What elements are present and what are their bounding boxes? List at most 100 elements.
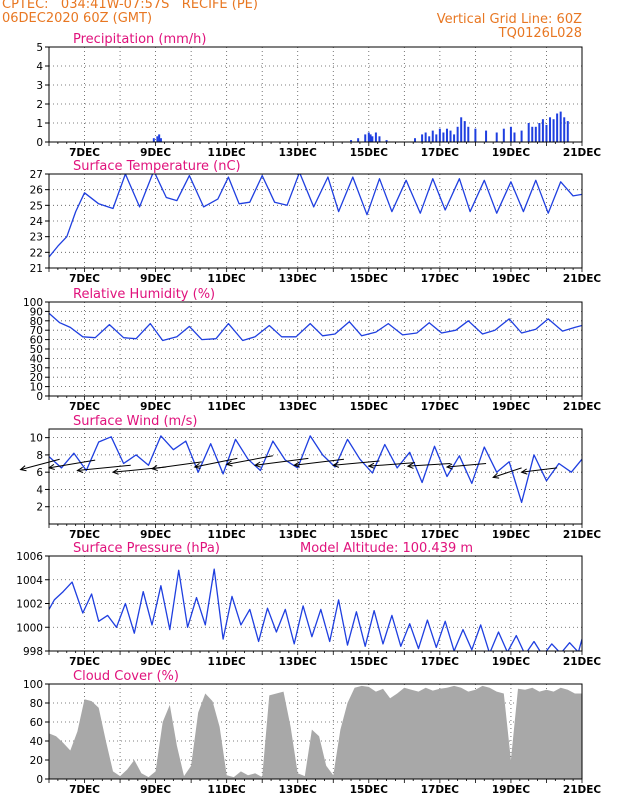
wind-arrow	[493, 467, 522, 478]
precip-xtick-label: 7DEC	[69, 147, 100, 159]
pres-title: Surface Pressure (hPa)	[73, 541, 220, 556]
cloud-ytick-label: 20	[30, 755, 43, 767]
precip-bar	[513, 132, 516, 142]
precip-bar	[158, 134, 161, 142]
precip-bar	[449, 130, 452, 142]
temp-xtick-label: 13DEC	[279, 273, 318, 285]
precip-bar	[453, 134, 456, 142]
precip-bar	[156, 136, 159, 142]
wind-arrow-head	[19, 465, 27, 472]
rh-ytick-label: 40	[30, 353, 43, 365]
rh-xtick-label: 7DEC	[69, 401, 100, 413]
wind-xtick-label: 21DEC	[563, 529, 602, 541]
cloud-area	[49, 685, 582, 779]
precip-bar	[485, 130, 488, 142]
cloud-xtick-label: 19DEC	[492, 784, 531, 796]
precip-bar	[566, 121, 569, 142]
pres-xtick-label: 7DEC	[69, 656, 100, 668]
precip-xtick-label: 11DEC	[208, 147, 247, 159]
cloud-ytick-label: 40	[30, 736, 43, 748]
pres-ytick-label: 1002	[16, 599, 43, 611]
cloud-ytick-label: 100	[23, 679, 43, 691]
wind-panel: 2 4 6 8 10 7DEC 9DEC 11DEC 13DEC 15DEC 17DEC 19DEC 2…	[19, 414, 602, 541]
precip-ytick-label: 0	[36, 137, 43, 149]
precip-bar	[350, 140, 353, 142]
temp-series-line	[49, 174, 582, 258]
temp-xtick-label: 15DEC	[350, 273, 389, 285]
pres-xtick-label: 15DEC	[350, 656, 389, 668]
temp-xtick-label: 19DEC	[492, 273, 531, 285]
precip-bar	[467, 126, 470, 142]
wind-arrow-head	[150, 464, 158, 472]
precip-ytick-label: 3	[36, 80, 43, 92]
rh-xtick-label: 19DEC	[492, 401, 531, 413]
cloud-title: Cloud Cover (%)	[73, 669, 179, 684]
wind-arrow	[521, 467, 558, 473]
temp-ytick-label: 27	[30, 169, 43, 181]
pres-ytick-label: 1006	[16, 551, 43, 563]
temp-panel: 21 22 23 24 25 26 27 7DEC 9DEC 11DEC 13DEC 15DEC 17D…	[30, 159, 602, 285]
precip-bar	[549, 117, 552, 142]
wind-ytick-label: 10	[30, 433, 43, 445]
pres-ytick-label: 1000	[16, 622, 43, 634]
precip-xtick-label: 15DEC	[350, 147, 389, 159]
pres-xtick-label: 11DEC	[208, 656, 247, 668]
cloud-xtick-label: 13DEC	[279, 784, 318, 796]
precip-bar	[413, 138, 416, 142]
precip-bar	[502, 128, 505, 142]
wind-xtick-label: 9DEC	[140, 529, 171, 541]
precip-bar	[367, 132, 370, 142]
precip-xtick-label: 19DEC	[492, 147, 531, 159]
temp-xtick-label: 21DEC	[563, 273, 602, 285]
wind-arrow	[226, 455, 273, 465]
precip-bar	[374, 132, 377, 142]
precip-bar	[520, 130, 523, 142]
rh-ytick-label: 90	[30, 306, 43, 318]
precip-bar	[456, 126, 459, 142]
rh-xtick-label: 17DEC	[421, 401, 460, 413]
temp-ytick-label: 24	[30, 216, 44, 228]
temp-ytick-label: 21	[30, 263, 43, 275]
rh-ytick-label: 30	[30, 363, 43, 375]
cloud-ytick-label: 60	[30, 717, 43, 729]
pres-xtick-label: 9DEC	[140, 656, 171, 668]
temp-xtick-label: 17DEC	[421, 273, 460, 285]
wind-arrow-head	[193, 462, 201, 469]
precip-bar	[559, 111, 562, 142]
rh-title: Relative Humidity (%)	[73, 287, 215, 302]
precip-bar	[460, 117, 463, 142]
wind-arrow-head	[111, 468, 119, 475]
wind-arrow-head	[445, 463, 453, 470]
wind-arrow	[407, 463, 451, 467]
rh-series-line	[49, 312, 582, 342]
precip-ytick-label: 2	[36, 99, 43, 111]
precip-bar	[495, 132, 498, 142]
rh-xtick-label: 13DEC	[279, 401, 318, 413]
temp-ytick-label: 22	[30, 247, 43, 259]
temp-xtick-label: 7DEC	[69, 273, 100, 285]
pres-panel: 998 1000 1002 1004 1006 7DEC 9DEC 11DEC 13DEC 15D…	[16, 541, 601, 668]
precip-bar	[527, 123, 530, 142]
pres-xtick-label: 21DEC	[563, 656, 602, 668]
cloud-xtick-label: 21DEC	[563, 784, 602, 796]
cloud-ytick-label: 80	[30, 698, 43, 710]
wind-ytick-label: 4	[36, 484, 43, 496]
precip-bar	[421, 134, 424, 142]
cloud-xtick-label: 7DEC	[69, 784, 100, 796]
pres-ytick-label: 1004	[16, 575, 43, 587]
rh-ytick-label: 20	[30, 372, 43, 384]
precip-bar	[531, 126, 534, 142]
wind-arrow-head	[225, 460, 233, 467]
rh-ytick-label: 80	[30, 316, 43, 328]
temp-ytick-label: 25	[30, 200, 43, 212]
precip-bar	[463, 121, 466, 142]
precip-bar	[442, 132, 445, 142]
wind-arrow-head	[492, 472, 500, 479]
precip-bar	[378, 136, 381, 142]
cloud-xtick-label: 15DEC	[350, 784, 389, 796]
precip-bar	[509, 126, 512, 142]
temp-xtick-label: 11DEC	[208, 273, 247, 285]
temp-title: Surface Temperature (nC)	[73, 159, 241, 174]
wind-title: Surface Wind (m/s)	[73, 414, 197, 429]
precip-panel: 0 1 2 3 4 5 7DEC 9DEC 11DEC 13DEC 15DEC 17DEC 19DEC 2…	[36, 32, 601, 159]
